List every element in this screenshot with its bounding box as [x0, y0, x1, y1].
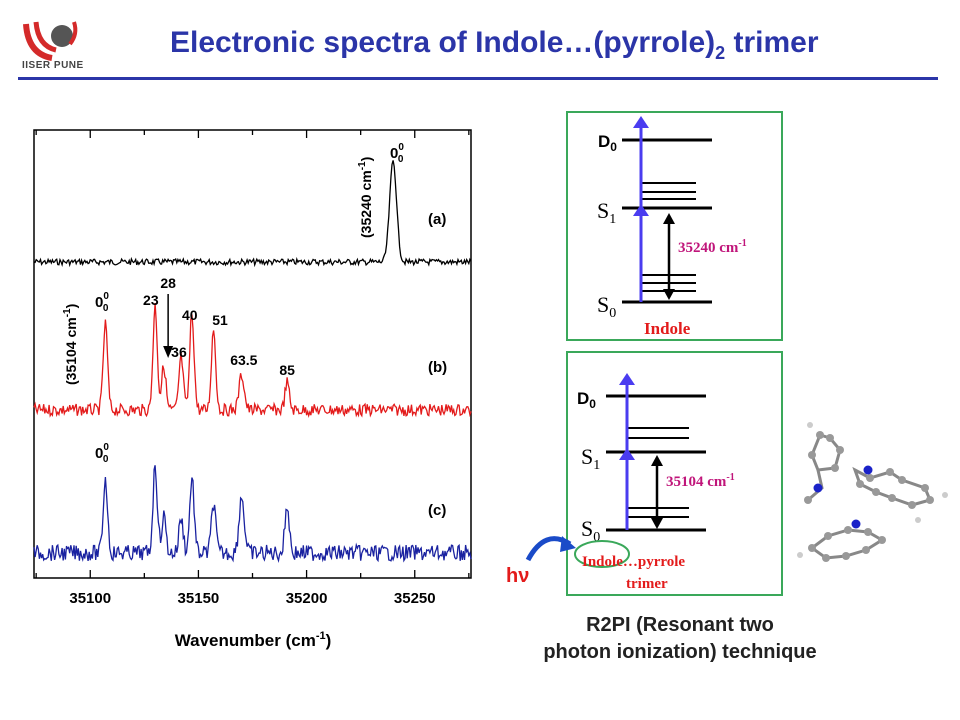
- energy-label: 35104 cm-1: [666, 472, 735, 490]
- d0-label: D0: [598, 132, 617, 154]
- trace-label: (b): [428, 359, 447, 376]
- origin-band-label: 00 0: [390, 142, 404, 165]
- trace-label: (a): [428, 211, 446, 228]
- arrowhead: [663, 213, 675, 224]
- caption-line-1: R2PI (Resonant two: [586, 614, 774, 636]
- technique-caption: R2PI (Resonant two photon ionization) te…: [490, 612, 870, 666]
- photon-label: hν: [506, 565, 529, 587]
- trimer-highlight-ellipse: [574, 540, 630, 568]
- energy-label: 35240 cm-1: [678, 238, 747, 256]
- arrowhead: [619, 373, 635, 385]
- peak-shift-label: 63.5: [230, 352, 257, 368]
- molecule-label: Indole: [644, 319, 691, 338]
- arrowhead: [663, 289, 675, 300]
- arrowhead: [651, 455, 663, 466]
- s0-label: S0: [597, 292, 616, 321]
- molecule-label-line2: trimer: [626, 576, 668, 592]
- origin-wavenumber-label: (35240 cm-1): [357, 157, 374, 238]
- indole-diagram-box: [566, 111, 783, 341]
- x-tick-label: 35100: [69, 590, 111, 607]
- origin-band-label: 00 0: [95, 291, 109, 314]
- arrowhead: [560, 536, 576, 552]
- nitrogen-atoms: [813, 465, 873, 529]
- spectrum-trace-2: [33, 302, 472, 418]
- s1-label: S1: [581, 444, 600, 473]
- x-tick-label: 35200: [286, 590, 328, 607]
- logo-text: IISER PUNE: [22, 60, 84, 71]
- arrowhead: [633, 204, 649, 216]
- peak-shift-label: 23: [143, 292, 159, 308]
- caption-line-2: photon ionization) technique: [543, 641, 817, 663]
- peak-shift-label: 51: [212, 312, 228, 328]
- slide-title: Electronic spectra of Indole…(pyrrole)2 …: [170, 26, 819, 63]
- title-divider: [18, 77, 938, 80]
- peak-shift-label: 28: [160, 275, 176, 291]
- arrowhead: [163, 346, 174, 358]
- x-axis-label: Wavenumber (cm-1): [175, 630, 332, 650]
- arrowhead: [633, 116, 649, 128]
- origin-wavenumber-label: (35104 cm-1): [62, 304, 79, 385]
- trace-label: (c): [428, 502, 446, 519]
- spectrum-trace-3: [33, 465, 472, 564]
- institute-logo: [18, 14, 98, 76]
- peak-shift-label: 85: [279, 362, 295, 378]
- peak-shift-label: 40: [182, 307, 198, 323]
- origin-band-label: 00 0: [95, 442, 109, 465]
- arrowhead: [651, 518, 663, 529]
- arrowhead: [619, 448, 635, 460]
- s1-label: S1: [597, 198, 616, 227]
- atoms: [797, 422, 948, 562]
- x-tick-label: 35250: [394, 590, 436, 607]
- peak-shift-label: 36: [171, 344, 187, 360]
- x-tick-label: 35150: [178, 590, 220, 607]
- trimer-diagram-box: [566, 351, 783, 596]
- d0-label: D0: [577, 389, 596, 411]
- molecule-label-line1: Indole…pyrrole: [582, 554, 685, 570]
- spectrum-trace-1: [33, 160, 472, 268]
- s0-label: S0: [581, 516, 600, 545]
